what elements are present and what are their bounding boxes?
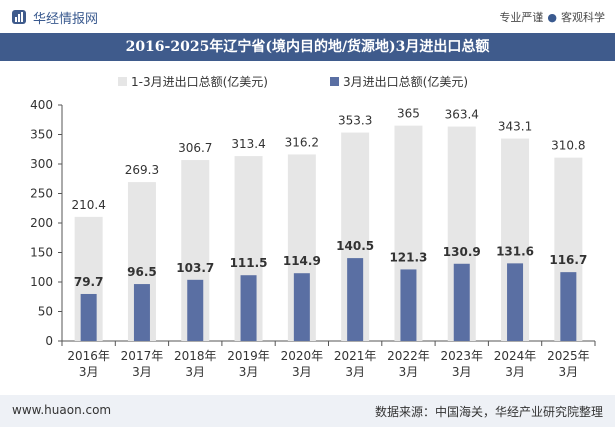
x-tick-label: 2025年 3月	[547, 349, 590, 379]
y-tick-label: 250	[30, 187, 53, 201]
footer-source: 数据来源：中国海关，华经产业研究院整理	[374, 405, 603, 419]
bar-series-2	[453, 263, 470, 341]
data-label-series-2: 130.9	[443, 245, 481, 259]
x-tick-label: 2018年 3月	[174, 349, 217, 379]
data-label-series-1: 353.3	[338, 114, 372, 128]
tagline-left: 专业严谨	[499, 11, 544, 24]
data-label-series-2: 103.7	[176, 261, 214, 275]
data-label-series-1: 343.1	[498, 120, 532, 134]
x-tick-label: 2016年 3月	[67, 349, 110, 379]
data-label-series-2: 111.5	[230, 256, 268, 270]
x-tick-label: 2019年 3月	[227, 349, 270, 379]
bar-series-2	[347, 258, 364, 341]
y-tick-label: 200	[30, 216, 53, 230]
footer-url: www.huaon.com	[12, 403, 112, 417]
bar-series-2	[400, 269, 417, 341]
y-tick-label: 300	[30, 157, 53, 171]
data-label-series-2: 131.6	[496, 244, 534, 258]
tagline: 专业严谨 ● 客观科学	[499, 9, 605, 25]
x-tick-label: 2021年 3月	[334, 349, 377, 379]
data-label-series-2: 140.5	[336, 239, 374, 253]
x-tick-label: 2022年 3月	[387, 349, 430, 379]
bar-series-2	[133, 284, 150, 341]
y-tick-label: 0	[45, 334, 53, 348]
x-tick-label: 2024年 3月	[494, 349, 537, 379]
tagline-right: 客观科学	[561, 11, 605, 24]
y-tick-label: 50	[38, 305, 53, 319]
y-tick-label: 150	[30, 246, 53, 260]
bar-series-2	[80, 293, 97, 341]
data-label-series-2: 79.7	[74, 275, 104, 289]
data-label-series-1: 210.4	[71, 198, 105, 212]
data-label-series-2: 116.7	[549, 253, 587, 267]
bar-series-2	[560, 272, 577, 341]
data-label-series-1: 310.8	[551, 139, 585, 153]
data-label-series-2: 121.3	[389, 250, 427, 264]
data-label-series-1: 365	[397, 107, 420, 121]
bar-series-2	[240, 275, 257, 341]
x-tick-label: 2020年 3月	[281, 349, 324, 379]
legend-label-series-1: 1-3月进出口总额(亿美元)	[131, 74, 268, 89]
bar-series-2	[293, 273, 310, 341]
data-label-series-1: 363.4	[445, 108, 479, 122]
y-tick-label: 100	[30, 275, 53, 289]
data-label-series-1: 316.2	[285, 135, 319, 149]
legend-swatch-series-1	[118, 77, 127, 86]
x-tick-label: 2023年 3月	[440, 349, 483, 379]
bars	[74, 125, 583, 342]
data-label-series-2: 114.9	[283, 254, 321, 268]
legend-swatch-series-2	[330, 77, 339, 86]
bar-series-2	[187, 279, 204, 341]
data-label-series-1: 313.4	[231, 137, 265, 151]
data-label-series-2: 96.5	[127, 265, 157, 279]
bar-series-2	[507, 263, 524, 341]
x-tick-label: 2017年 3月	[121, 349, 164, 379]
brand-logo-icon	[12, 10, 26, 24]
legend: 1-3月进出口总额(亿美元) 3月进出口总额(亿美元)	[118, 74, 468, 89]
top-bar: 华经情报网 专业严谨 ● 客观科学	[0, 0, 615, 32]
tagline-separator-icon: ●	[547, 11, 557, 24]
brand-name: 华经情报网	[33, 12, 99, 27]
footer: www.huaon.com 数据来源：中国海关，华经产业研究院整理	[0, 395, 615, 427]
chart-title: 2016-2025年辽宁省(境内目的地/货源地)3月进出口总额	[0, 33, 615, 61]
y-tick-label: 400	[30, 98, 53, 112]
data-label-series-1: 306.7	[178, 141, 212, 155]
data-label-series-1: 269.3	[125, 163, 159, 177]
bar-chart: 1-3月进出口总额(亿美元) 3月进出口总额(亿美元) 0 50 100 150 200…	[30, 74, 596, 379]
value-labels: 210.4 79.7 269.3 96.5 306.7 103.7 313.4 111.5 31…	[71, 107, 587, 289]
legend-label-series-2: 3月进出口总额(亿美元)	[343, 74, 468, 89]
y-tick-label: 350	[30, 128, 53, 142]
